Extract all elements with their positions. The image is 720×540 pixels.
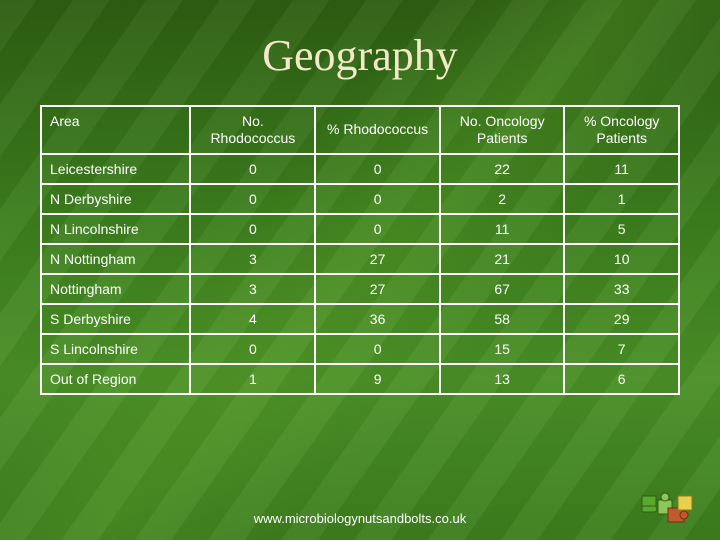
cell-area: S Derbyshire xyxy=(41,304,190,334)
cell-area: Nottingham xyxy=(41,274,190,304)
cell-value: 3 xyxy=(190,274,315,304)
cell-value: 0 xyxy=(315,214,440,244)
cell-value: 36 xyxy=(315,304,440,334)
cell-value: 27 xyxy=(315,244,440,274)
cell-value: 5 xyxy=(564,214,679,244)
table-row: N Nottingham 3 27 21 10 xyxy=(41,244,679,274)
cell-value: 29 xyxy=(564,304,679,334)
table-row: N Lincolnshire 0 0 11 5 xyxy=(41,214,679,244)
cell-value: 6 xyxy=(564,364,679,394)
cell-value: 22 xyxy=(440,154,564,184)
slide-title: Geography xyxy=(40,30,680,81)
cell-area: S Lincolnshire xyxy=(41,334,190,364)
col-header-pct-rhodococcus: % Rhodococcus xyxy=(315,106,440,154)
cell-value: 0 xyxy=(190,184,315,214)
cell-area: N Lincolnshire xyxy=(41,214,190,244)
cell-value: 7 xyxy=(564,334,679,364)
cell-value: 0 xyxy=(315,334,440,364)
cell-value: 2 xyxy=(440,184,564,214)
cell-value: 0 xyxy=(315,184,440,214)
cell-value: 1 xyxy=(190,364,315,394)
table-row: Leicestershire 0 0 22 11 xyxy=(41,154,679,184)
col-header-pct-oncology: % Oncology Patients xyxy=(564,106,679,154)
cell-value: 13 xyxy=(440,364,564,394)
geography-table: Area No. Rhodococcus % Rhodococcus No. O… xyxy=(40,105,680,395)
cell-area: N Derbyshire xyxy=(41,184,190,214)
cell-value: 0 xyxy=(190,334,315,364)
cell-value: 21 xyxy=(440,244,564,274)
table-body: Leicestershire 0 0 22 11 N Derbyshire 0 … xyxy=(41,154,679,394)
cell-value: 4 xyxy=(190,304,315,334)
cell-value: 0 xyxy=(190,214,315,244)
cell-value: 11 xyxy=(564,154,679,184)
cell-value: 15 xyxy=(440,334,564,364)
col-header-no-oncology: No. Oncology Patients xyxy=(440,106,564,154)
slide: Geography Area No. Rhodococcus % Rhodoco… xyxy=(0,0,720,540)
table-row: S Derbyshire 4 36 58 29 xyxy=(41,304,679,334)
cell-value: 1 xyxy=(564,184,679,214)
table-row: Out of Region 1 9 13 6 xyxy=(41,364,679,394)
table-header-row: Area No. Rhodococcus % Rhodococcus No. O… xyxy=(41,106,679,154)
cell-value: 9 xyxy=(315,364,440,394)
cell-value: 10 xyxy=(564,244,679,274)
footer-url: www.microbiologynutsandbolts.co.uk xyxy=(0,511,720,526)
cell-area: Out of Region xyxy=(41,364,190,394)
cell-value: 11 xyxy=(440,214,564,244)
cell-value: 67 xyxy=(440,274,564,304)
cell-value: 0 xyxy=(190,154,315,184)
cell-value: 27 xyxy=(315,274,440,304)
table-row: S Lincolnshire 0 0 15 7 xyxy=(41,334,679,364)
cell-area: Leicestershire xyxy=(41,154,190,184)
cell-value: 58 xyxy=(440,304,564,334)
col-header-area: Area xyxy=(41,106,190,154)
table-row: Nottingham 3 27 67 33 xyxy=(41,274,679,304)
table-row: N Derbyshire 0 0 2 1 xyxy=(41,184,679,214)
cell-value: 3 xyxy=(190,244,315,274)
cell-area: N Nottingham xyxy=(41,244,190,274)
cell-value: 33 xyxy=(564,274,679,304)
cell-value: 0 xyxy=(315,154,440,184)
col-header-no-rhodococcus: No. Rhodococcus xyxy=(190,106,315,154)
